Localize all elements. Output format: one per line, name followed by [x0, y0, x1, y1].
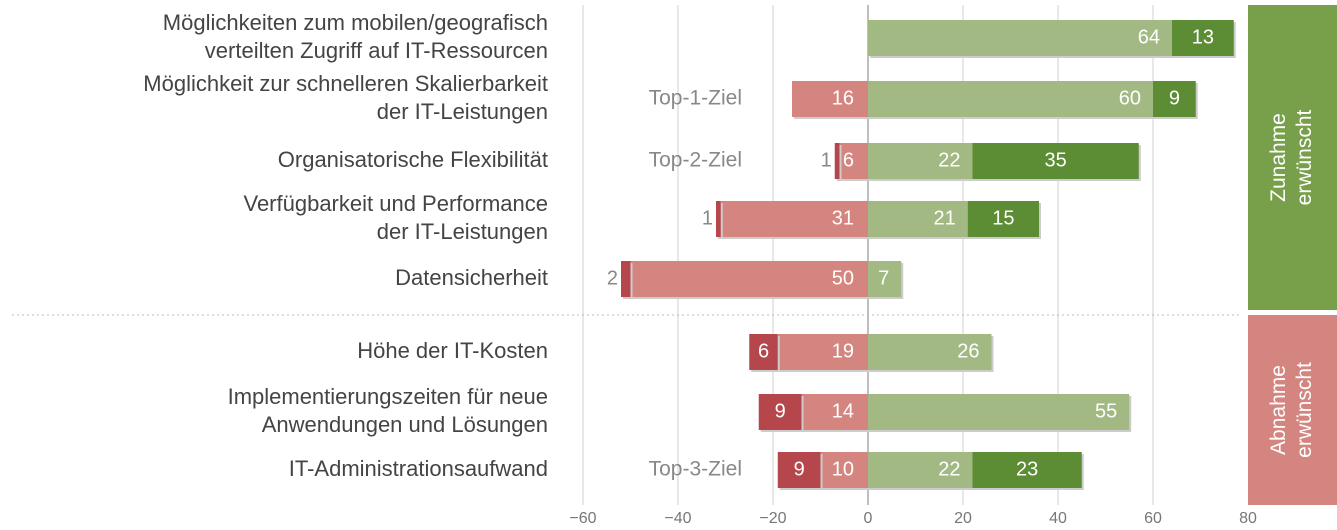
value-label: 55: [1095, 400, 1117, 422]
value-label: 6: [843, 149, 854, 171]
bar: [839, 143, 868, 179]
bar: [630, 261, 868, 297]
value-label: 16: [832, 87, 854, 109]
value-label: 13: [1192, 26, 1214, 48]
bar: [1172, 20, 1234, 56]
category-label: verteilten Zugriff auf IT-Ressourcen: [205, 38, 548, 63]
bar: [801, 394, 868, 430]
bar: [1153, 81, 1196, 117]
value-label: 50: [832, 267, 854, 289]
category-label: IT-Administrationsaufwand: [289, 456, 548, 481]
category-label: Verfügbarkeit und Performance: [243, 191, 548, 216]
bar: [720, 201, 868, 237]
group-label: Abnahme: [1267, 365, 1290, 455]
value-label: 21: [934, 207, 956, 229]
bar: [621, 261, 631, 297]
value-label: 14: [832, 400, 854, 422]
bar: [749, 334, 778, 370]
value-label: 31: [832, 207, 854, 229]
value-label: 1: [702, 207, 713, 229]
x-tick-label: 40: [1049, 510, 1067, 527]
value-label: 9: [1169, 87, 1180, 109]
bar: [758, 394, 802, 430]
bar: [716, 201, 721, 237]
bar: [868, 261, 902, 297]
value-label: 7: [878, 267, 889, 289]
value-label: 22: [938, 458, 960, 480]
bar: [868, 452, 973, 488]
bar: [868, 394, 1130, 430]
bar: [868, 201, 968, 237]
x-tick-label: 80: [1239, 510, 1257, 527]
bar: [834, 143, 840, 179]
category-label: Höhe der IT-Kosten: [357, 338, 548, 363]
value-label: 64: [1138, 26, 1160, 48]
bar: [868, 334, 992, 370]
category-label: Möglichkeiten zum mobilen/geografisch: [163, 10, 548, 35]
value-label: 23: [1016, 458, 1038, 480]
bar: [777, 334, 868, 370]
bar: [967, 201, 1039, 237]
category-label: Organisatorische Flexibilität: [278, 147, 548, 172]
x-tick-label: 60: [1144, 510, 1162, 527]
x-tick-label: −60: [569, 510, 596, 527]
category-label: Möglichkeit zur schnelleren Skalierbarke…: [143, 71, 548, 96]
bar: [868, 81, 1153, 117]
value-label: 9: [794, 458, 805, 480]
x-tick-label: 0: [864, 510, 873, 527]
value-label: 22: [938, 149, 960, 171]
bar: [820, 452, 868, 488]
category-label: der IT-Leistungen: [377, 219, 548, 244]
value-label: 15: [992, 207, 1014, 229]
value-label: 60: [1119, 87, 1141, 109]
value-label: 35: [1045, 149, 1067, 171]
x-tick-label: −40: [664, 510, 691, 527]
annotation: Top-1-Ziel: [649, 87, 742, 110]
value-label: 19: [832, 340, 854, 362]
bar: [777, 452, 821, 488]
annotation: Top-3-Ziel: [649, 458, 742, 481]
group-label: erwünscht: [1293, 362, 1316, 458]
bar: [868, 143, 973, 179]
category-label: Implementierungszeiten für neue: [228, 384, 548, 409]
value-label: 6: [758, 340, 769, 362]
group-box: [1248, 5, 1337, 310]
value-label: 10: [832, 458, 854, 480]
category-label: Anwendungen und Lösungen: [262, 412, 548, 437]
x-tick-label: 20: [954, 510, 972, 527]
bar: [792, 81, 868, 117]
group-label: erwünscht: [1293, 109, 1316, 205]
category-label: der IT-Leistungen: [377, 99, 548, 124]
annotation: Top-2-Ziel: [649, 149, 742, 172]
bar: [972, 143, 1139, 179]
bar: [972, 452, 1082, 488]
bar: [868, 20, 1172, 56]
value-label: 9: [775, 400, 786, 422]
value-label: 26: [957, 340, 979, 362]
category-label: Datensicherheit: [395, 265, 548, 290]
x-tick-label: −20: [759, 510, 786, 527]
value-label: 1: [821, 149, 832, 171]
group-label: Zunahme: [1267, 113, 1290, 202]
value-label: 2: [607, 267, 618, 289]
group-box: [1248, 315, 1337, 505]
